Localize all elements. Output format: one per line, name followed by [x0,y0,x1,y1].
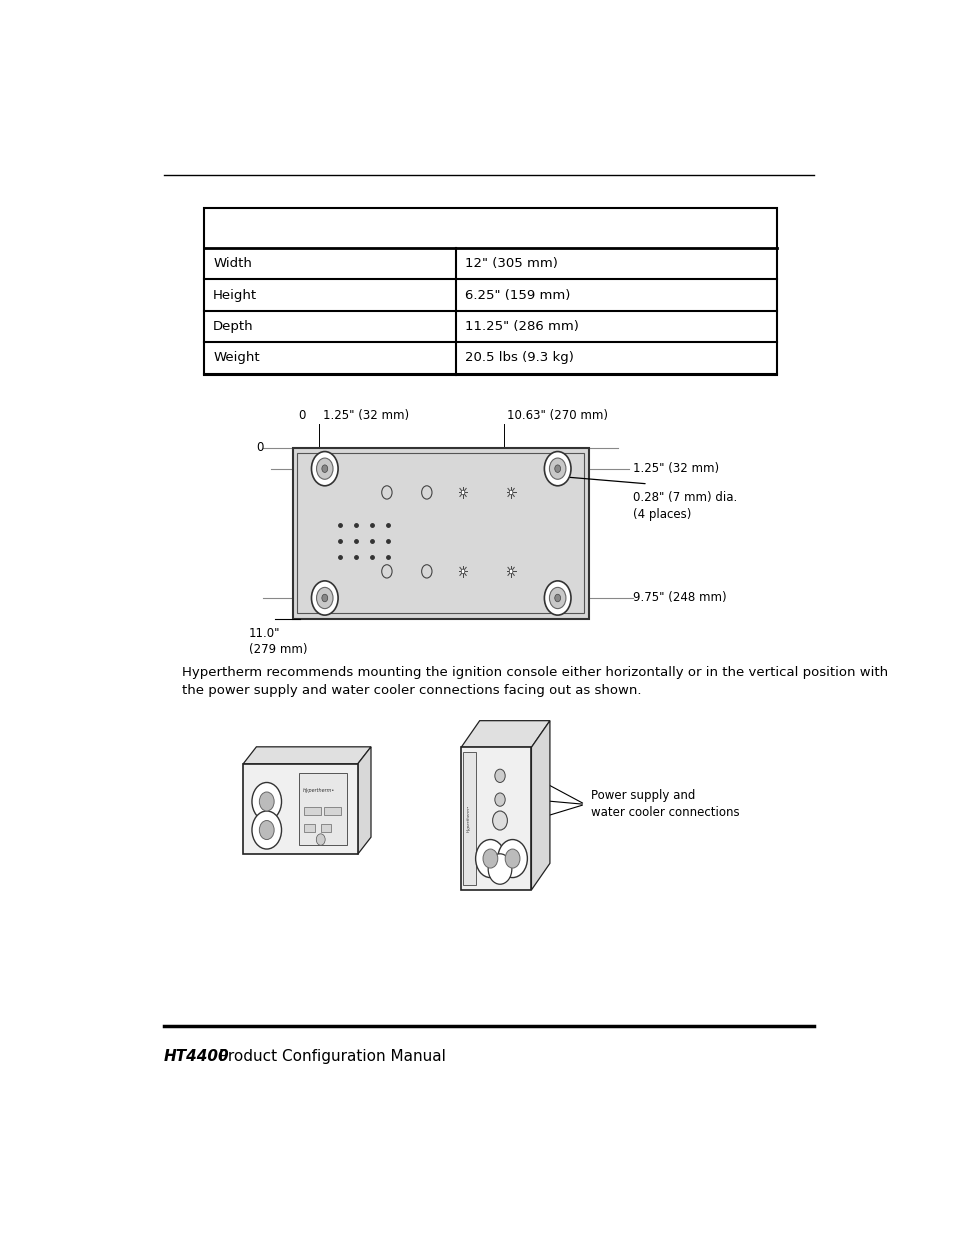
Text: Hypertherm recommends mounting the ignition console either horizontally or in th: Hypertherm recommends mounting the ignit… [182,667,887,698]
Bar [204,209,777,374]
Text: 20.5 lbs (9.3 kg): 20.5 lbs (9.3 kg) [464,352,573,364]
Circle shape [509,569,513,573]
Bar [304,824,314,832]
Text: 11.25" (286 mm): 11.25" (286 mm) [464,320,578,333]
Circle shape [497,840,527,878]
Text: HT4400: HT4400 [164,1049,229,1063]
Polygon shape [460,721,549,747]
Circle shape [495,769,505,783]
Polygon shape [531,721,549,890]
Bar [462,752,476,885]
Text: 1.25" (32 mm): 1.25" (32 mm) [322,409,408,422]
Circle shape [549,458,565,479]
Circle shape [316,458,333,479]
Text: Hypertherm•: Hypertherm• [303,788,335,793]
Circle shape [311,452,337,485]
Circle shape [509,490,513,495]
Bar [243,764,357,855]
Circle shape [555,594,560,601]
Text: Weight: Weight [213,352,259,364]
Circle shape [252,811,281,848]
Circle shape [544,580,571,615]
Text: Height: Height [213,289,257,301]
Text: Width: Width [213,257,252,270]
Circle shape [495,793,505,806]
Bar [460,747,531,890]
Bar [324,808,340,815]
Circle shape [476,840,505,878]
Text: 0: 0 [255,441,263,454]
Circle shape [549,588,565,609]
Bar [304,808,320,815]
Circle shape [544,452,571,485]
Text: 10.63" (270 mm): 10.63" (270 mm) [507,409,608,422]
Bar [298,773,346,845]
Circle shape [461,569,464,573]
Circle shape [316,834,325,845]
Text: 6.25" (159 mm): 6.25" (159 mm) [464,289,569,301]
Text: Hypertherm•: Hypertherm• [467,805,471,832]
Bar [297,453,583,614]
Circle shape [461,490,464,495]
Text: 11.0"
(279 mm): 11.0" (279 mm) [249,626,307,656]
Text: 12" (305 mm): 12" (305 mm) [464,257,557,270]
Polygon shape [357,747,371,855]
Circle shape [311,580,337,615]
Text: Depth: Depth [213,320,253,333]
Circle shape [259,820,274,840]
Circle shape [555,464,560,473]
Text: 0: 0 [298,409,305,422]
Bar [320,824,331,832]
Circle shape [316,588,333,609]
Circle shape [492,811,507,830]
Text: Power supply and
water cooler connections: Power supply and water cooler connection… [590,789,739,819]
Circle shape [482,848,497,868]
Polygon shape [243,747,371,764]
Bar [293,448,588,619]
Circle shape [488,853,512,884]
Circle shape [321,464,328,473]
Circle shape [505,848,519,868]
Circle shape [252,783,281,820]
Text: 0.28" (7 mm) dia.
(4 places): 0.28" (7 mm) dia. (4 places) [633,490,737,520]
Text: 1.25" (32 mm): 1.25" (32 mm) [633,462,719,475]
Text: 9.75" (248 mm): 9.75" (248 mm) [633,592,726,604]
Text: Product Configuration Manual: Product Configuration Manual [213,1049,445,1063]
Circle shape [259,792,274,811]
Circle shape [321,594,328,601]
